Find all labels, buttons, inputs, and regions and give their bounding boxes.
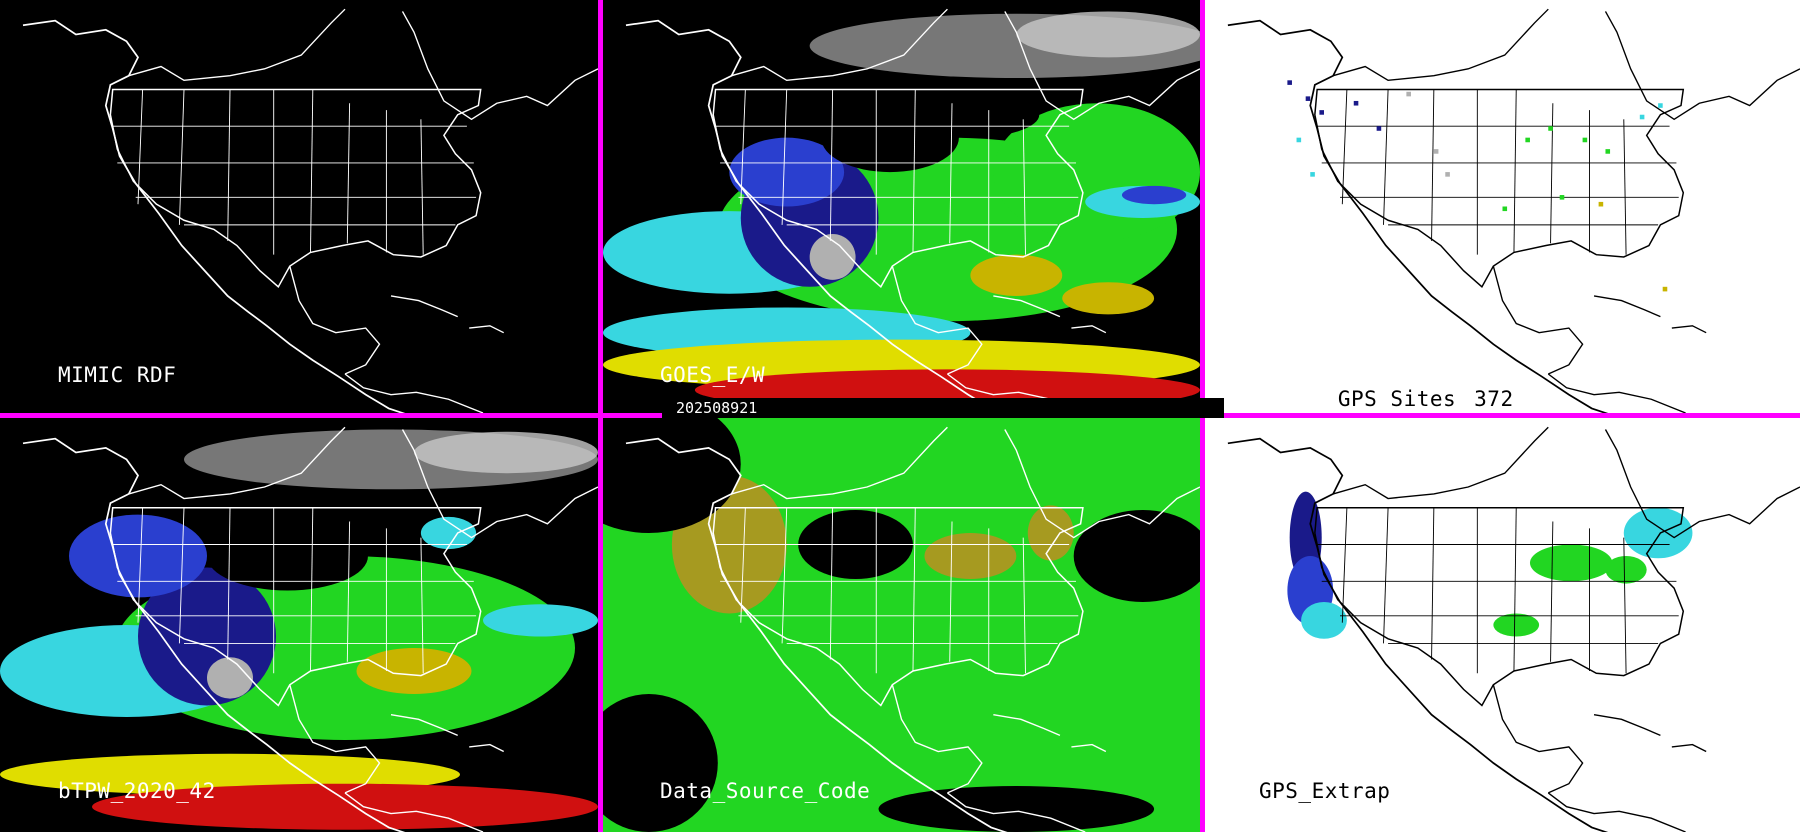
panel-mimic-rdf: MIMIC RDF: [0, 0, 598, 413]
gps-extrap-map: [1227, 426, 1800, 832]
mimic-rdf-map: [22, 8, 598, 413]
gps-sites-title: GPS Sites: [1337, 387, 1457, 411]
panel-label-gps-extrap: GPS_Extrap: [1259, 779, 1391, 803]
data-source-code-map: [603, 418, 1200, 832]
panel-data-source-code: Data_Source_Code: [603, 418, 1200, 832]
gps-sites-map: [1227, 8, 1800, 413]
panel-label-data-source-code: Data_Source_Code: [660, 779, 871, 803]
goes-ew-map: [603, 8, 1200, 413]
panel-goes-ew: GOES_E/W: [603, 0, 1200, 413]
gps-site-markers: [1287, 80, 1668, 292]
gps-sites-count: 372: [1474, 387, 1514, 411]
panel-label-btpw: bTPW_2020_42: [58, 779, 216, 803]
panel-label-gps-sites: GPS Sites 372: [1259, 363, 1514, 413]
panel-label-mimic-rdf: MIMIC RDF: [58, 363, 177, 387]
panel-btpw: bTPW_2020_42: [0, 418, 598, 832]
panel-gps-sites: GPS Sites 372: [1205, 0, 1800, 413]
panel-label-goes-ew: GOES_E/W: [660, 363, 766, 387]
panel-gps-extrap: GPS_Extrap: [1205, 418, 1800, 832]
btpw-map: [0, 426, 598, 832]
timestamp-bar: 202508921: [662, 398, 1224, 418]
